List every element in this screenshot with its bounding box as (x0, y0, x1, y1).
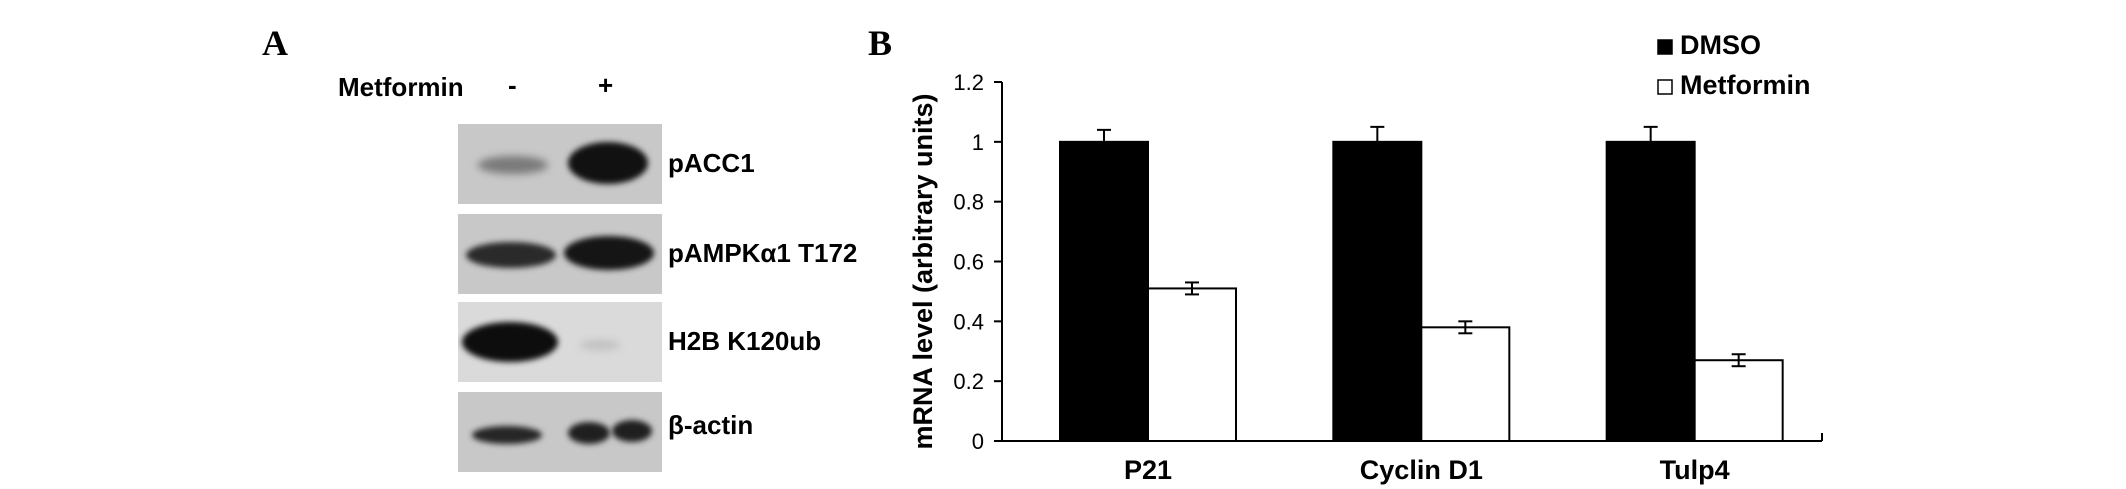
panel-b-letter: B (868, 23, 893, 63)
metformin-header: Metformin (338, 72, 464, 102)
y-tick-label: 1 (972, 130, 984, 155)
y-tick-label: 0.2 (953, 369, 984, 394)
legend-label: Metformin (1680, 70, 1811, 100)
x-tick-label: P21 (1124, 455, 1172, 485)
legend-swatch-metformin (1657, 79, 1673, 95)
blot-h2b (458, 302, 662, 382)
panel-a-letter: A (262, 23, 288, 63)
legend-label: DMSO (1680, 30, 1761, 60)
blot-label: pAMPKα1 T172 (668, 238, 858, 268)
y-tick-label: 0.8 (953, 190, 984, 215)
blot-label: pACC1 (668, 148, 755, 178)
x-tick-label: Cyclin D1 (1360, 455, 1483, 485)
bar-metformin-tulp4 (1693, 359, 1784, 443)
y-tick-label: 0.4 (953, 309, 984, 334)
lane-plus-label: + (598, 70, 614, 100)
blot-pampk (458, 214, 662, 294)
y-tick-label: 0 (972, 429, 984, 454)
blot-label: β-actin (668, 410, 754, 440)
y-axis-label: mRNA level (arbitrary units) (908, 93, 938, 449)
bar-metformin-p21 (1147, 287, 1237, 442)
blot-label: H2B K120ub (668, 326, 822, 356)
legend-swatch-dmso (1657, 39, 1673, 55)
y-tick-label: 1.2 (953, 70, 984, 95)
bar-dmso-cyclin-d1 (1332, 140, 1423, 442)
bar-dmso-tulp4 (1605, 140, 1696, 442)
lane-minus-label: - (508, 70, 517, 100)
bar-metformin-cyclin-d1 (1420, 326, 1511, 443)
y-tick-label: 0.6 (953, 250, 984, 275)
blot-pacc1 (458, 124, 662, 204)
blot-beta-actin (458, 392, 662, 472)
x-tick-label: Tulp4 (1660, 455, 1730, 485)
bar-dmso-p21 (1059, 140, 1149, 442)
